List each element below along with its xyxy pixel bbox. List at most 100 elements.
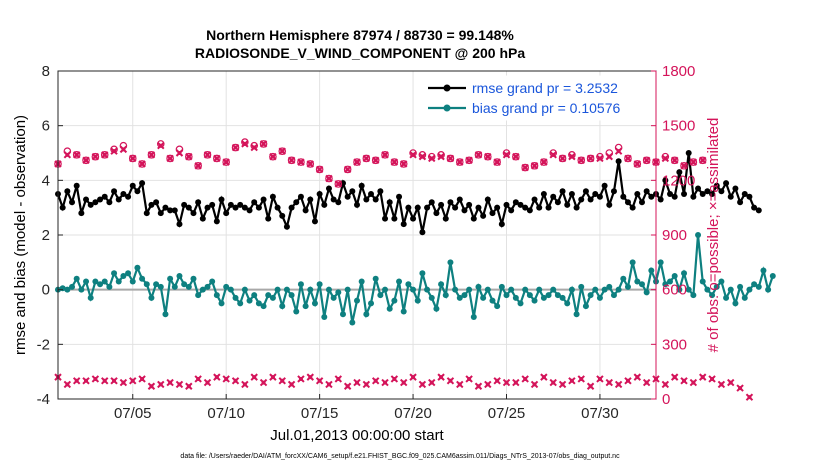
obs-assimilated-point bbox=[297, 158, 305, 166]
series-1-point bbox=[596, 294, 603, 301]
series-0-point bbox=[410, 215, 417, 222]
obs-assimilated-point bbox=[736, 384, 744, 392]
obs-assimilated-point-center bbox=[93, 154, 98, 159]
series-0-point bbox=[297, 193, 304, 200]
obs-possible-point bbox=[259, 140, 268, 148]
series-1-point bbox=[213, 292, 220, 299]
series-1-point bbox=[424, 286, 431, 293]
series-0-point bbox=[162, 204, 169, 211]
series-0-point bbox=[344, 193, 351, 200]
series-1-point bbox=[662, 281, 669, 288]
series-0-point bbox=[251, 199, 258, 206]
series-1-point bbox=[620, 275, 627, 282]
x-tick-label: 07/15 bbox=[301, 405, 339, 422]
obs-possible-point bbox=[82, 156, 90, 165]
y-tick-label-left: -4 bbox=[37, 391, 50, 408]
obs-assimilated-point-center bbox=[224, 376, 229, 381]
obs-assimilated-point-center bbox=[532, 382, 537, 387]
obs-assimilated-point-center bbox=[644, 158, 649, 163]
obs-assimilated-point-center bbox=[177, 151, 182, 155]
obs-possible-point bbox=[670, 156, 679, 165]
series-1-point bbox=[456, 294, 463, 301]
obs-assimilated-point bbox=[437, 373, 445, 381]
obs-possible-point bbox=[185, 152, 193, 161]
series-1-point bbox=[480, 294, 487, 301]
series-1-point bbox=[153, 281, 160, 288]
obs-assimilated-point bbox=[334, 180, 343, 188]
obs-assimilated-point-center bbox=[467, 376, 472, 381]
obs-assimilated-point bbox=[614, 380, 623, 389]
obs-assimilated-point-center bbox=[373, 158, 378, 163]
obs-assimilated-point-center bbox=[560, 156, 565, 161]
series-0-point bbox=[466, 201, 473, 208]
obs-possible-point bbox=[465, 156, 473, 165]
series-1-point bbox=[522, 286, 529, 293]
series-0-point bbox=[550, 193, 557, 200]
series-1-point bbox=[695, 232, 702, 238]
series-0-point bbox=[321, 201, 328, 208]
obs-assimilated-point bbox=[371, 156, 380, 164]
series-1-point bbox=[410, 286, 417, 293]
obs-assimilated-point bbox=[269, 152, 277, 161]
obs-assimilated-point-center bbox=[392, 376, 397, 381]
series-1-point bbox=[246, 297, 253, 304]
obs-assimilated-point-center bbox=[74, 378, 79, 383]
series-0-point bbox=[269, 193, 276, 200]
obs-possible-point bbox=[680, 161, 688, 170]
series-1-point bbox=[601, 286, 608, 293]
series-0 bbox=[55, 150, 762, 236]
obs-assimilated-point-center bbox=[411, 152, 416, 157]
series-0-point bbox=[64, 188, 71, 195]
obs-possible-point bbox=[100, 151, 109, 159]
obs-assimilated-point bbox=[586, 382, 595, 390]
obs-possible-point bbox=[194, 161, 202, 170]
obs-assimilated-point-center bbox=[289, 382, 294, 387]
series-0-point bbox=[615, 158, 622, 165]
obs-assimilated-point-center bbox=[719, 382, 724, 387]
series-1-point bbox=[382, 286, 389, 293]
obs-assimilated-point bbox=[680, 377, 688, 385]
y-tick-label-right: 600 bbox=[662, 282, 687, 299]
obs-assimilated-point bbox=[484, 152, 492, 161]
series-0-point bbox=[634, 191, 641, 197]
obs-assimilated-point bbox=[371, 377, 380, 385]
series-1-point bbox=[531, 297, 538, 304]
series-0-point bbox=[400, 221, 407, 228]
series-1-point bbox=[709, 292, 716, 299]
series-1-point bbox=[176, 273, 183, 279]
series-1-point bbox=[568, 286, 575, 293]
obs-assimilated-point bbox=[82, 377, 90, 385]
obs-assimilated-point-center bbox=[65, 152, 70, 157]
obs-possible-point bbox=[138, 160, 146, 168]
series-1-point bbox=[195, 292, 202, 299]
series-0-point bbox=[498, 221, 505, 228]
obs-assimilated-point-center bbox=[280, 149, 285, 154]
obs-assimilated-point bbox=[633, 160, 642, 168]
series-1-point bbox=[573, 311, 580, 318]
series-0-point bbox=[106, 199, 113, 206]
series-1-point bbox=[223, 283, 230, 290]
obs-possible-point bbox=[521, 163, 529, 172]
obs-assimilated-point-center bbox=[112, 149, 117, 154]
obs-assimilated-point bbox=[101, 151, 109, 159]
obs-possible-point bbox=[297, 158, 305, 166]
obs-possible-point bbox=[381, 151, 389, 159]
obs-assimilated-point bbox=[661, 380, 670, 389]
obs-assimilated-point-center bbox=[186, 384, 191, 389]
obs-assimilated-point-center bbox=[308, 161, 313, 166]
series-0-point bbox=[592, 191, 599, 197]
obs-assimilated-point-center bbox=[588, 384, 593, 389]
obs-assimilated-point bbox=[428, 378, 436, 387]
series-0-point bbox=[480, 212, 487, 219]
series-1-point bbox=[209, 278, 216, 285]
series-0-point bbox=[199, 215, 206, 222]
obs-assimilated-point-center bbox=[476, 384, 481, 389]
series-1-point bbox=[578, 283, 585, 290]
obs-assimilated-point-center bbox=[336, 376, 341, 381]
series-1-point bbox=[699, 278, 706, 285]
obs-assimilated-point-center bbox=[439, 154, 444, 159]
series-0-point bbox=[316, 191, 323, 197]
series-1-point bbox=[536, 286, 543, 293]
obs-assimilated-point-center bbox=[224, 160, 229, 165]
